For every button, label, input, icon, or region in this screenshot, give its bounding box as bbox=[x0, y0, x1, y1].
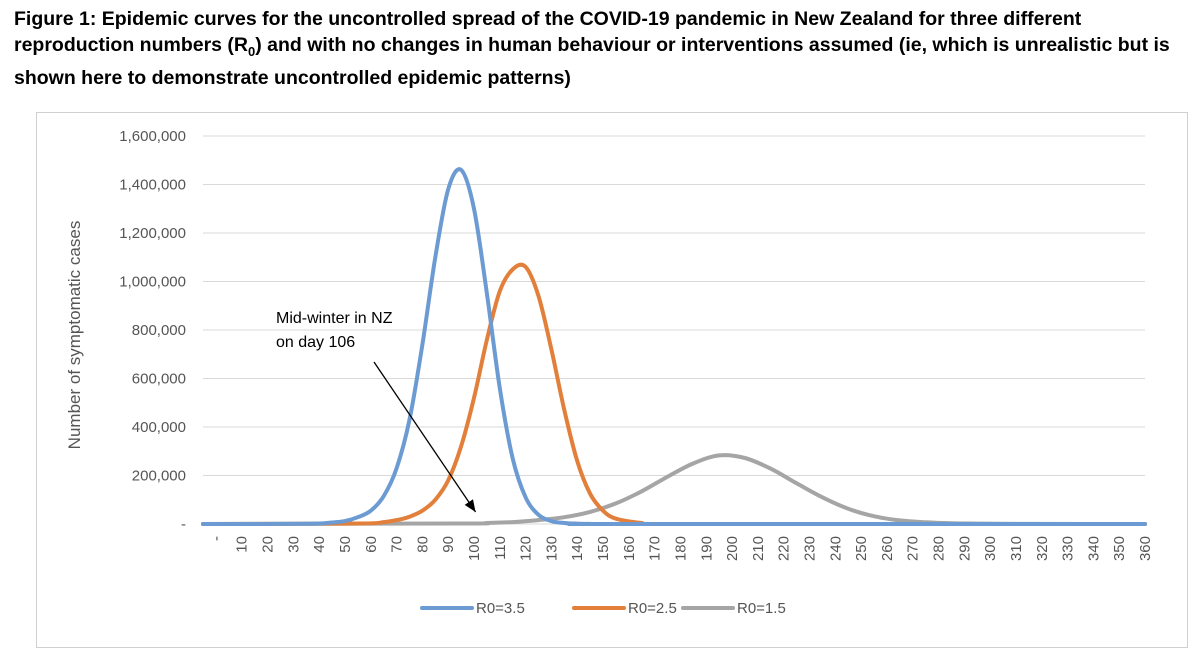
x-tick-label: 290 bbox=[956, 536, 973, 561]
x-tick-label: 150 bbox=[595, 536, 612, 561]
legend-label: R0=3.5 bbox=[476, 600, 525, 617]
figure-title: Figure 1: Epidemic curves for the uncont… bbox=[14, 6, 1189, 91]
x-tick-label: 340 bbox=[1085, 536, 1102, 561]
x-tick-label: 280 bbox=[931, 536, 948, 561]
x-tick-label: 320 bbox=[1034, 536, 1051, 561]
series-lines bbox=[201, 167, 1147, 527]
x-tick-label: 70 bbox=[389, 536, 406, 553]
annotation: Mid-winter in NZ on day 106 bbox=[276, 310, 477, 513]
legend-label: R0=2.5 bbox=[628, 600, 677, 617]
x-tick-label: 360 bbox=[1137, 536, 1154, 561]
x-tick-label: 60 bbox=[363, 536, 380, 553]
legend-label: R0=1.5 bbox=[737, 600, 786, 617]
figure-title-text: Figure 1: Epidemic curves for the uncont… bbox=[14, 8, 1082, 56]
y-axis-ticks: - 200,000 400,000 600,000 800,000 1,000,000 1,… bbox=[119, 128, 186, 533]
x-tick-label: - bbox=[208, 536, 225, 541]
figure-title-text-end: ) and with no changes in human behaviour… bbox=[14, 34, 1170, 89]
x-tick-label: 170 bbox=[647, 536, 664, 561]
x-tick-label: 240 bbox=[827, 536, 844, 561]
y-tick-label: 200,000 bbox=[132, 468, 186, 485]
x-tick-label: 20 bbox=[260, 536, 277, 553]
x-tick-label: 110 bbox=[492, 536, 509, 560]
x-tick-label: 50 bbox=[337, 536, 354, 553]
y-tick-label: 1,200,000 bbox=[119, 225, 186, 242]
x-tick-label: 270 bbox=[905, 536, 922, 561]
x-tick-label: 180 bbox=[672, 536, 689, 561]
legend: R0=3.5 R0=2.5 R0=1.5 bbox=[420, 600, 786, 617]
chart-area bbox=[36, 112, 1188, 648]
x-tick-label: 300 bbox=[982, 536, 999, 561]
y-axis-title: Number of symptomatic cases bbox=[65, 221, 84, 450]
x-tick-label: 250 bbox=[853, 536, 870, 561]
x-tick-label: 230 bbox=[801, 536, 818, 561]
x-tick-label: 310 bbox=[1008, 536, 1025, 561]
x-tick-label: 40 bbox=[311, 536, 328, 553]
figure-title-subscript: 0 bbox=[248, 43, 256, 59]
series-line-r0-2-5 bbox=[201, 262, 1147, 527]
x-tick-label: 260 bbox=[879, 536, 896, 561]
x-tick-label: 120 bbox=[518, 536, 535, 561]
annotation-text: Mid-winter in NZ bbox=[276, 310, 393, 327]
series-line-r0-3-5 bbox=[201, 167, 1147, 527]
y-tick-label: 1,600,000 bbox=[119, 128, 186, 145]
x-tick-label: 100 bbox=[466, 536, 483, 561]
x-tick-label: 220 bbox=[776, 536, 793, 561]
y-tick-label: - bbox=[181, 516, 186, 533]
x-tick-label: 10 bbox=[234, 536, 251, 553]
y-tick-label: 1,400,000 bbox=[119, 177, 186, 194]
series-line-r0-1-5 bbox=[201, 453, 1147, 526]
x-tick-label: 90 bbox=[440, 536, 457, 553]
x-axis-ticks: - 10 20 30 40 50 60 70 80 90 100 110 120 130 140 150 160… bbox=[208, 536, 1154, 561]
annotation-arrow-line bbox=[373, 361, 477, 513]
y-tick-label: 400,000 bbox=[132, 419, 186, 436]
x-tick-label: 330 bbox=[1060, 536, 1077, 561]
x-tick-label: 160 bbox=[621, 536, 638, 561]
x-tick-label: 210 bbox=[750, 536, 767, 561]
x-tick-label: 140 bbox=[569, 536, 586, 561]
gridlines bbox=[203, 135, 1145, 525]
x-tick-label: 30 bbox=[285, 536, 302, 553]
x-tick-label: 190 bbox=[698, 536, 715, 561]
y-tick-label: 1,000,000 bbox=[119, 274, 186, 291]
annotation-text: on day 106 bbox=[276, 334, 355, 351]
x-tick-label: 80 bbox=[414, 536, 431, 553]
x-tick-label: 350 bbox=[1111, 536, 1128, 561]
x-tick-label: 200 bbox=[724, 536, 741, 561]
y-tick-label: 600,000 bbox=[132, 371, 186, 388]
x-tick-label: 130 bbox=[543, 536, 560, 561]
y-tick-label: 800,000 bbox=[132, 322, 186, 339]
annotation-arrow-head bbox=[464, 499, 476, 512]
